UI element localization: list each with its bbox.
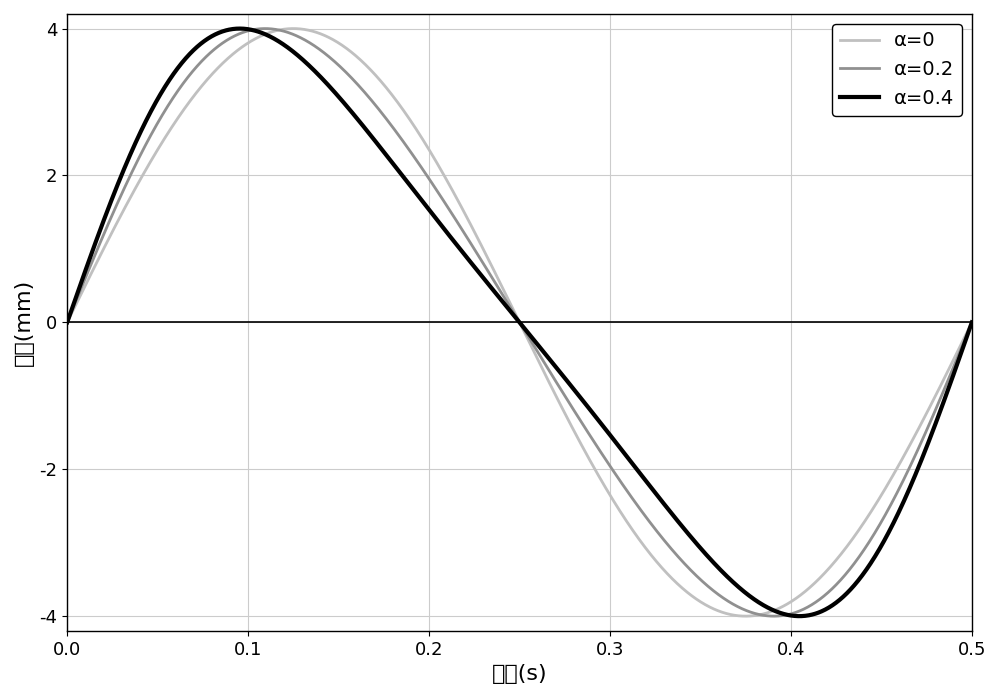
α=0.4 bbox=[793, 612, 805, 621]
α=0 bbox=[941, 370, 953, 378]
α=0 bbox=[940, 371, 952, 379]
α=0 bbox=[966, 318, 978, 327]
α=0 bbox=[287, 24, 299, 33]
α=0.4 bbox=[478, 274, 490, 283]
α=0 bbox=[478, 246, 490, 254]
α=0.2 bbox=[61, 318, 73, 327]
α=0.2 bbox=[502, 299, 514, 307]
Line: α=0.4: α=0.4 bbox=[67, 29, 972, 616]
α=0 bbox=[61, 318, 73, 327]
α=0.4 bbox=[234, 24, 246, 33]
α=0.2 bbox=[941, 380, 953, 388]
α=0.2 bbox=[966, 318, 978, 327]
X-axis label: 时间(s): 时间(s) bbox=[492, 664, 547, 684]
α=0.4 bbox=[774, 609, 786, 617]
Y-axis label: 位移(mm): 位移(mm) bbox=[14, 279, 34, 366]
α=0.2 bbox=[768, 612, 780, 621]
α=0.4 bbox=[502, 304, 514, 312]
α=0 bbox=[774, 604, 786, 612]
Line: α=0: α=0 bbox=[67, 29, 972, 616]
α=0.2 bbox=[259, 24, 271, 33]
α=0.2 bbox=[107, 208, 119, 216]
α=0 bbox=[107, 225, 119, 234]
α=0.4 bbox=[966, 318, 978, 327]
α=0 bbox=[502, 294, 514, 302]
Legend: α=0, α=0.2, α=0.4: α=0, α=0.2, α=0.4 bbox=[832, 24, 962, 116]
α=0.4 bbox=[940, 391, 952, 399]
α=0.2 bbox=[478, 260, 490, 268]
α=0.2 bbox=[940, 381, 952, 389]
α=0 bbox=[740, 612, 752, 621]
Line: α=0.2: α=0.2 bbox=[67, 29, 972, 616]
α=0.4 bbox=[61, 318, 73, 327]
α=0.4 bbox=[107, 191, 119, 200]
α=0.4 bbox=[941, 389, 953, 398]
α=0.2 bbox=[774, 611, 786, 620]
